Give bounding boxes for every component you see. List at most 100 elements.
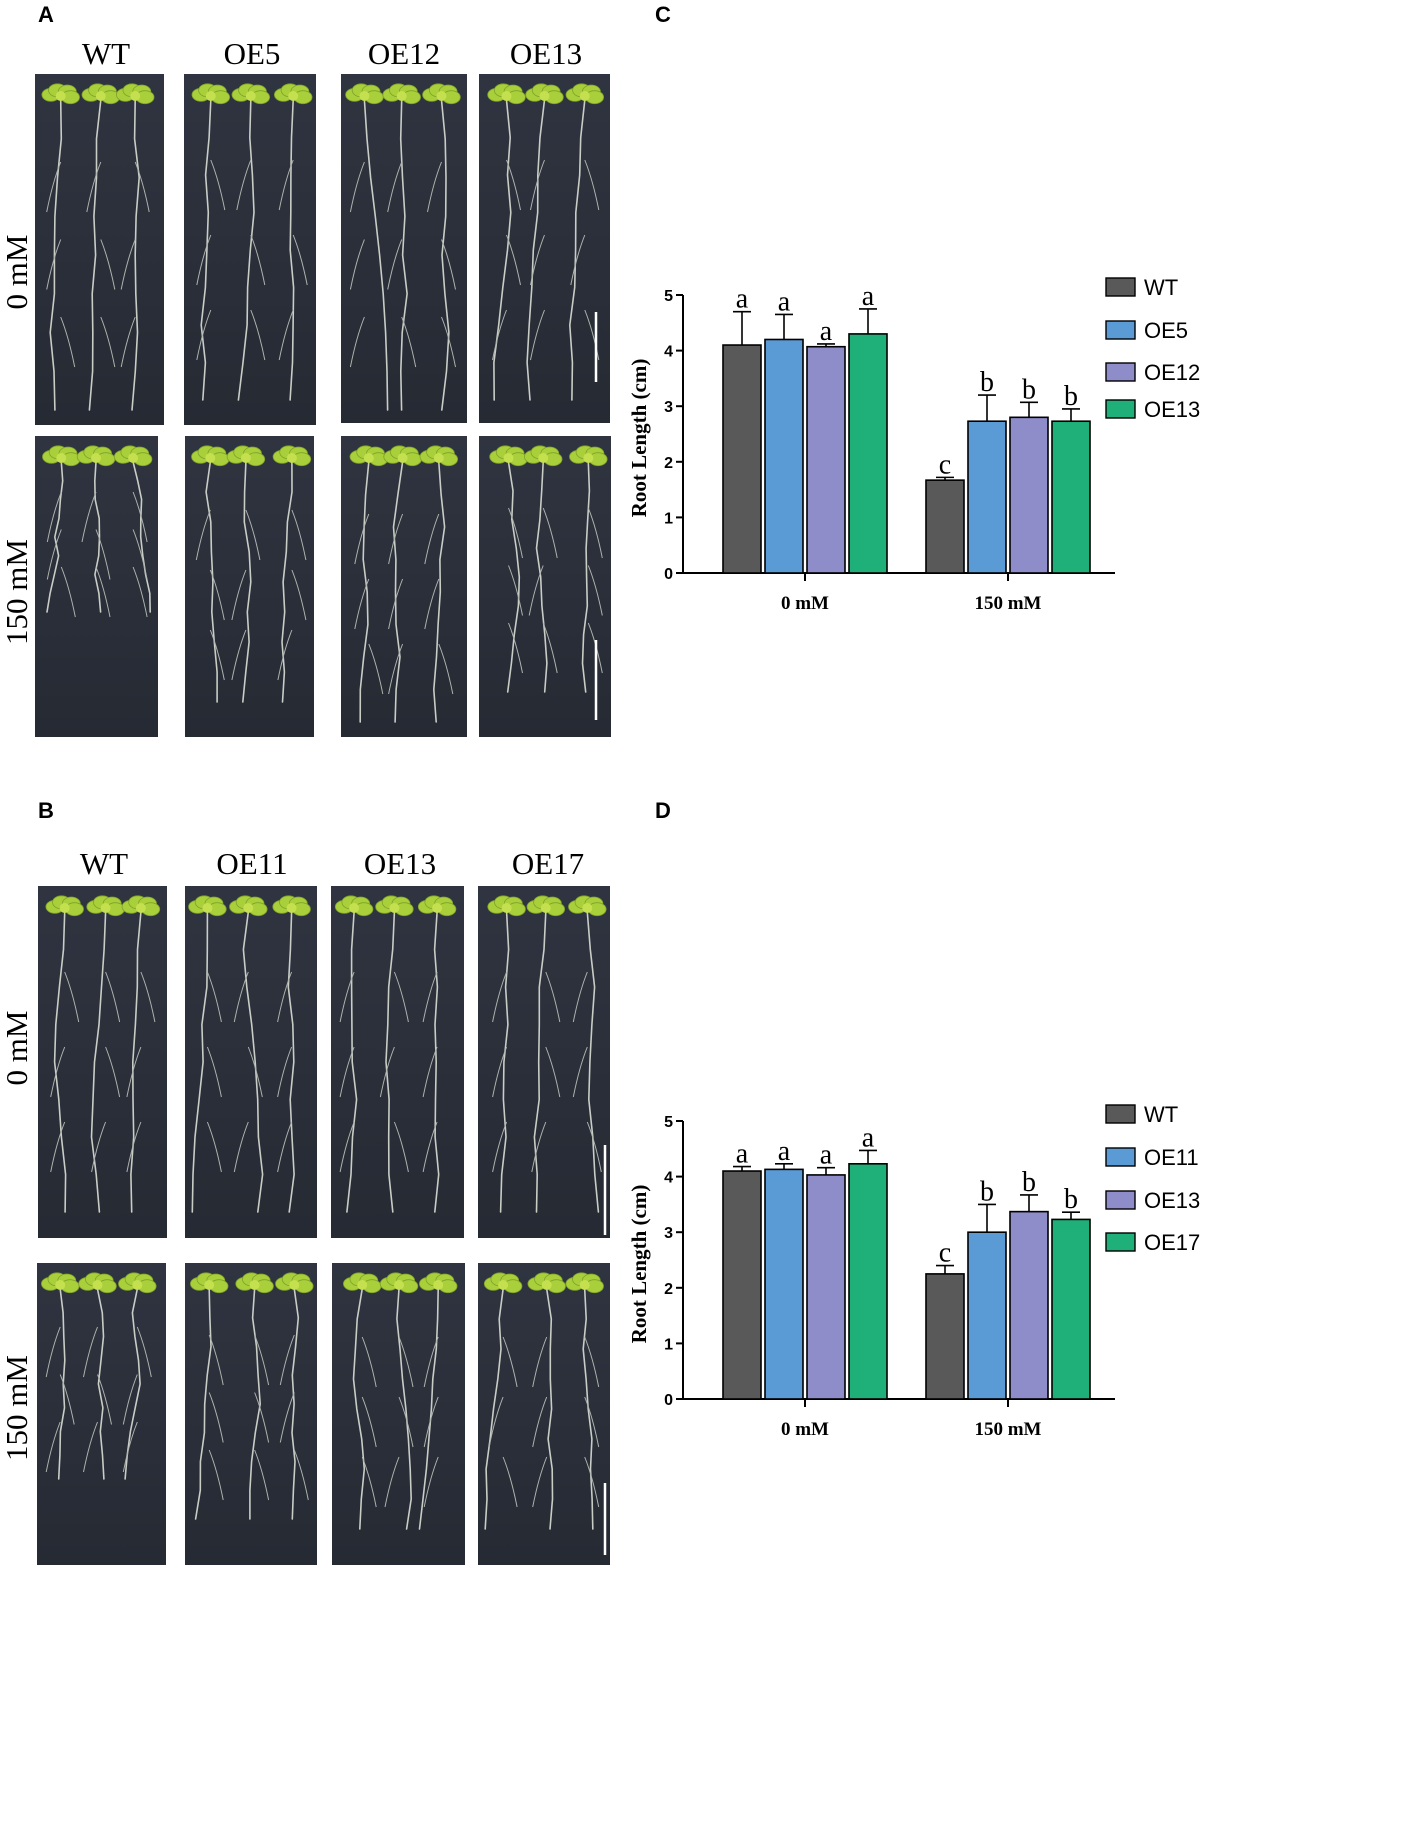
bar-wt-0mm <box>722 344 762 574</box>
legend-swatch-wt <box>1105 277 1136 297</box>
b-col-wt: WT <box>80 846 128 881</box>
significance-letter: b <box>980 367 994 398</box>
y-tick-label: 0 <box>664 566 673 583</box>
significance-letter: b <box>1064 1184 1078 1215</box>
a-row-0mm: 0 mM <box>0 235 34 310</box>
plate-a-150mm-wt <box>35 436 158 737</box>
bar-oe17-0mm <box>848 1163 888 1400</box>
y-tick-label: 5 <box>664 1114 673 1131</box>
y-tick-label: 0 <box>664 1392 673 1409</box>
bar-oe17-150mm <box>1051 1218 1091 1400</box>
plate-b-150mm-oe11 <box>185 1263 317 1565</box>
significance-letter: a <box>778 286 791 317</box>
bar-oe11-150mm <box>967 1231 1007 1400</box>
significance-letter: a <box>862 1122 875 1153</box>
plate-a-0mm-oe13 <box>479 74 610 423</box>
panel-label-b: B <box>38 798 54 823</box>
plate-a-150mm-oe5 <box>185 436 314 737</box>
bar-wt-0mm <box>722 1170 762 1400</box>
chart-d: 0 1 2 3 4 5 Root Length (cm) 0 mM 150 mM a c a b a b a b… <box>627 1102 1200 1440</box>
significance-letter: b <box>1064 381 1078 412</box>
bar-wt-150mm <box>925 1273 965 1400</box>
significance-letter: b <box>1022 374 1036 405</box>
y-tick-label: 2 <box>664 1281 673 1298</box>
legend-swatch-oe13 <box>1105 1190 1136 1210</box>
legend-label-oe12: OE12 <box>1144 360 1200 385</box>
b-col-oe13: OE13 <box>364 846 436 881</box>
bar-oe5-150mm <box>967 420 1007 574</box>
plate-b-150mm-wt <box>37 1263 166 1565</box>
bar-oe13-0mm <box>806 1174 846 1400</box>
significance-letter: a <box>820 316 833 347</box>
legend-label-wt: WT <box>1144 1102 1178 1127</box>
bar-oe5-0mm <box>764 338 804 574</box>
plate-b-0mm-oe11 <box>185 886 317 1238</box>
b-row-150mm: 150 mM <box>0 1355 34 1461</box>
legend-label-oe13: OE13 <box>1144 1188 1200 1213</box>
category-label: 150 mM <box>974 593 1041 614</box>
legend-label-oe17: OE17 <box>1144 1230 1200 1255</box>
significance-letter: b <box>980 1176 994 1207</box>
a-col-oe13: OE13 <box>510 36 582 71</box>
legend-swatch-oe11 <box>1105 1147 1136 1167</box>
bar-oe13-150mm <box>1051 420 1091 574</box>
plate-b-150mm-oe13 <box>332 1263 465 1565</box>
bar-oe12-150mm <box>1009 416 1049 574</box>
chart-c: 0 1 2 3 4 5 Root Length (cm) 0 mM 150 mM a c a b a b a b… <box>627 275 1200 614</box>
y-tick-label: 1 <box>664 1336 673 1353</box>
significance-letter: a <box>736 284 749 315</box>
legend-label-oe13: OE13 <box>1144 397 1200 422</box>
plate-a-150mm-oe12 <box>341 436 467 737</box>
bar-oe13-0mm <box>848 333 888 574</box>
legend-swatch-oe17 <box>1105 1232 1136 1252</box>
y-tick-label: 5 <box>664 288 673 305</box>
bar-oe12-0mm <box>806 345 846 574</box>
significance-letter: a <box>736 1139 749 1170</box>
legend-swatch-wt <box>1105 1104 1136 1124</box>
plate-a-0mm-oe12 <box>341 74 467 423</box>
plate-b-150mm-oe17 <box>478 1263 610 1565</box>
significance-letter: a <box>820 1140 833 1171</box>
significance-letter: a <box>862 281 875 312</box>
legend-label-wt: WT <box>1144 275 1178 300</box>
seedling-photos <box>35 74 611 1565</box>
plate-a-0mm-oe5 <box>184 74 316 425</box>
significance-letter: a <box>778 1136 791 1167</box>
panel-label-a: A <box>38 2 54 27</box>
a-row-150mm: 150 mM <box>0 539 34 645</box>
y-tick-label: 4 <box>664 344 673 361</box>
legend-label-oe11: OE11 <box>1144 1145 1199 1170</box>
panel-label-d: D <box>655 798 671 823</box>
legend-swatch-oe13 <box>1105 399 1136 419</box>
category-label: 0 mM <box>781 593 829 614</box>
plate-b-0mm-wt <box>38 886 167 1238</box>
category-label: 0 mM <box>781 1419 829 1440</box>
significance-letter: b <box>1022 1167 1036 1198</box>
bar-oe11-0mm <box>764 1168 804 1400</box>
plate-b-0mm-oe17 <box>478 886 610 1238</box>
b-col-oe17: OE17 <box>512 846 584 881</box>
y-tick-label: 1 <box>664 510 673 527</box>
a-col-oe12: OE12 <box>368 36 440 71</box>
a-col-oe5: OE5 <box>224 36 281 71</box>
y-tick-label: 4 <box>664 1170 673 1187</box>
legend-label-oe5: OE5 <box>1144 318 1188 343</box>
bar-oe13-150mm <box>1009 1210 1049 1400</box>
panel-label-c: C <box>655 2 671 27</box>
bar-wt-150mm <box>925 479 965 574</box>
significance-letter: c <box>939 1238 951 1269</box>
legend-swatch-oe5 <box>1105 320 1136 340</box>
plate-a-150mm-oe13 <box>479 436 611 737</box>
y-axis-label: Root Length (cm) <box>627 359 651 518</box>
y-axis-label: Root Length (cm) <box>627 1185 651 1344</box>
y-tick-label: 2 <box>664 455 673 472</box>
category-label: 150 mM <box>974 1419 1041 1440</box>
b-row-0mm: 0 mM <box>0 1011 34 1086</box>
figure: A B C D WT OE5 OE12 OE13 0 mM 150 mM WT … <box>0 2 1200 1565</box>
y-tick-label: 3 <box>664 399 673 416</box>
b-col-oe11: OE11 <box>216 846 287 881</box>
plate-a-0mm-wt <box>35 74 164 425</box>
plate-b-0mm-oe13 <box>331 886 464 1238</box>
legend-swatch-oe12 <box>1105 362 1136 382</box>
